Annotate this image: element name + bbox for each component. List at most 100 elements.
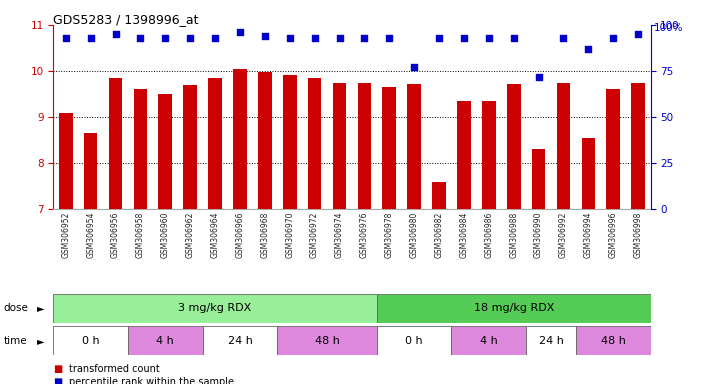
Point — [483, 35, 494, 41]
Point — [284, 35, 296, 41]
Bar — [482, 101, 496, 209]
Point — [109, 31, 121, 37]
Point — [135, 35, 146, 41]
Bar — [183, 85, 197, 209]
Text: GSM306956: GSM306956 — [111, 212, 120, 258]
Point — [185, 35, 196, 41]
Text: GSM306958: GSM306958 — [136, 212, 145, 258]
Bar — [308, 78, 321, 209]
Bar — [208, 78, 222, 209]
Text: GSM306996: GSM306996 — [609, 212, 618, 258]
Point — [358, 35, 370, 41]
Bar — [576, 326, 651, 355]
Text: 24 h: 24 h — [539, 336, 563, 346]
Bar — [283, 75, 296, 209]
Bar — [233, 69, 247, 209]
Point — [60, 35, 71, 41]
Point — [508, 35, 519, 41]
Text: GSM306974: GSM306974 — [335, 212, 344, 258]
Bar — [277, 326, 377, 355]
Text: 24 h: 24 h — [228, 336, 252, 346]
Bar — [407, 84, 421, 209]
Text: 0 h: 0 h — [82, 336, 100, 346]
Bar — [134, 89, 147, 209]
Text: ►: ► — [37, 303, 45, 313]
Bar — [507, 84, 520, 209]
Text: GSM306988: GSM306988 — [509, 212, 518, 258]
Text: GSM306984: GSM306984 — [459, 212, 469, 258]
Text: GSM306952: GSM306952 — [61, 212, 70, 258]
Text: ■: ■ — [53, 364, 63, 374]
Text: GSM306962: GSM306962 — [186, 212, 195, 258]
Text: GSM306960: GSM306960 — [161, 212, 170, 258]
Point — [408, 64, 419, 70]
Point — [159, 35, 171, 41]
Bar — [109, 78, 122, 209]
Bar — [53, 294, 377, 323]
Bar — [84, 133, 97, 209]
Text: GSM306978: GSM306978 — [385, 212, 394, 258]
Point — [607, 35, 619, 41]
Text: GSM306998: GSM306998 — [634, 212, 643, 258]
Text: GSM306992: GSM306992 — [559, 212, 568, 258]
Text: 100%: 100% — [654, 23, 683, 33]
Text: GSM306976: GSM306976 — [360, 212, 369, 258]
Bar — [582, 138, 595, 209]
Text: 3 mg/kg RDX: 3 mg/kg RDX — [178, 303, 252, 313]
Text: GSM306964: GSM306964 — [210, 212, 220, 258]
Text: GSM306986: GSM306986 — [484, 212, 493, 258]
Text: GSM306990: GSM306990 — [534, 212, 543, 258]
Bar — [532, 149, 545, 209]
Point — [85, 35, 97, 41]
Point — [234, 29, 246, 35]
Point — [583, 46, 594, 52]
Bar — [358, 83, 371, 209]
Point — [533, 73, 545, 79]
Point — [633, 31, 644, 37]
Bar — [631, 83, 645, 209]
Text: ■: ■ — [53, 377, 63, 384]
Text: 0 h: 0 h — [405, 336, 423, 346]
Bar — [377, 326, 451, 355]
Point — [433, 35, 445, 41]
Bar — [59, 113, 73, 209]
Bar — [333, 83, 346, 209]
Text: 4 h: 4 h — [156, 336, 174, 346]
Bar — [451, 326, 526, 355]
Text: 48 h: 48 h — [601, 336, 626, 346]
Bar — [557, 83, 570, 209]
Text: GSM306982: GSM306982 — [434, 212, 444, 258]
Text: percentile rank within the sample: percentile rank within the sample — [69, 377, 234, 384]
Text: GSM306954: GSM306954 — [86, 212, 95, 258]
Point — [209, 35, 220, 41]
Point — [557, 35, 569, 41]
Text: GSM306980: GSM306980 — [410, 212, 419, 258]
Bar — [526, 326, 576, 355]
Text: GDS5283 / 1398996_at: GDS5283 / 1398996_at — [53, 13, 199, 26]
Text: transformed count: transformed count — [69, 364, 160, 374]
Text: 18 mg/kg RDX: 18 mg/kg RDX — [474, 303, 554, 313]
Text: 4 h: 4 h — [480, 336, 498, 346]
Bar — [128, 326, 203, 355]
Point — [259, 33, 270, 39]
Text: 48 h: 48 h — [315, 336, 339, 346]
Bar — [159, 94, 172, 209]
Bar — [383, 87, 396, 209]
Bar — [606, 89, 620, 209]
Point — [384, 35, 395, 41]
Point — [458, 35, 469, 41]
Point — [309, 35, 320, 41]
Bar — [53, 326, 128, 355]
Text: GSM306970: GSM306970 — [285, 212, 294, 258]
Text: GSM306968: GSM306968 — [260, 212, 269, 258]
Text: dose: dose — [4, 303, 28, 313]
Text: GSM306966: GSM306966 — [235, 212, 245, 258]
Bar — [258, 72, 272, 209]
Text: time: time — [4, 336, 27, 346]
Bar — [432, 182, 446, 209]
Text: GSM306972: GSM306972 — [310, 212, 319, 258]
Bar — [377, 294, 651, 323]
Bar — [203, 326, 277, 355]
Bar — [457, 101, 471, 209]
Point — [333, 35, 345, 41]
